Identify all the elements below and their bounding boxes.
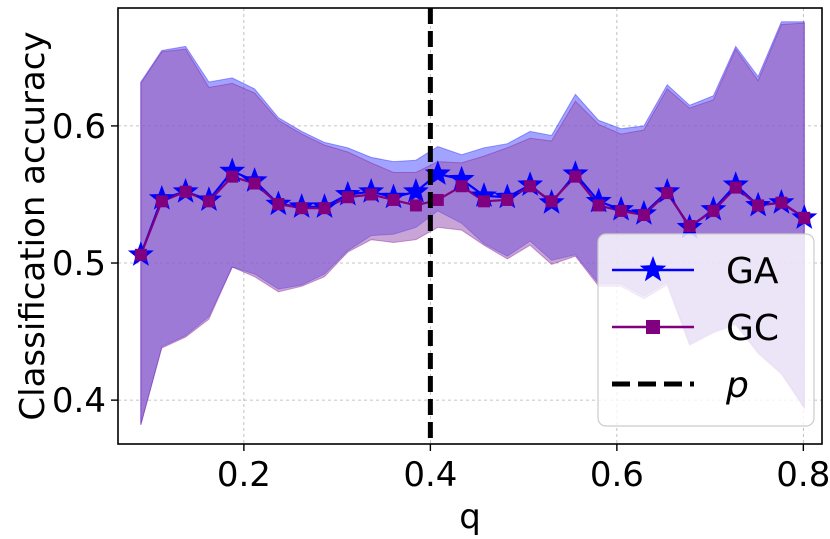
legend: GA GC p — [597, 233, 815, 427]
marker-gc-8 — [318, 202, 331, 215]
marker-gc-19 — [569, 170, 582, 183]
x-axis-label: q — [459, 497, 481, 537]
marker-gc-27 — [752, 199, 765, 212]
marker-gc-12 — [409, 199, 422, 212]
marker-gc-20 — [592, 199, 605, 212]
marker-gc-10 — [365, 188, 378, 201]
marker-gc-9 — [341, 191, 354, 204]
marker-gc-22 — [637, 209, 650, 222]
legend-label-gc: GC — [726, 308, 779, 349]
y-tick-label-0.5: 0.5 — [52, 244, 106, 284]
marker-gc-7 — [295, 202, 308, 215]
marker-gc-16 — [501, 193, 514, 206]
x-tick-label-0.8: 0.8 — [776, 455, 830, 495]
y-axis-label: Classification accuracy — [13, 31, 53, 420]
marker-gc-26 — [729, 181, 742, 194]
marker-gc-6 — [272, 198, 285, 211]
marker-gc-4 — [226, 170, 239, 183]
marker-gc-25 — [707, 204, 720, 217]
y-tick-label-0.6: 0.6 — [52, 107, 106, 147]
y-tick-label-0.4: 0.4 — [52, 381, 106, 421]
legend-box — [597, 233, 815, 427]
marker-gc-15 — [477, 195, 490, 208]
x-tick-label-0.2: 0.2 — [217, 455, 271, 495]
marker-gc-1 — [155, 195, 168, 208]
marker-gc-28 — [775, 196, 788, 209]
marker-gc-29 — [798, 211, 811, 224]
marker-gc-0 — [134, 248, 147, 261]
plot-frame — [117, 7, 823, 445]
marker-gc-14 — [455, 180, 468, 193]
marker-gc-17 — [524, 180, 537, 193]
legend-label-p: p — [725, 365, 749, 406]
x-tick-label-0.6: 0.6 — [590, 455, 644, 495]
marker-gc-21 — [615, 204, 628, 217]
marker-ga-12 — [402, 178, 429, 203]
marker-gc-18 — [545, 195, 558, 208]
x-tick-label-0.4: 0.4 — [403, 455, 457, 495]
marker-gc-11 — [387, 193, 400, 206]
legend-label-ga: GA — [726, 251, 779, 292]
series-markers — [127, 157, 818, 266]
legend-marker-gc — [646, 320, 660, 334]
marker-gc-13 — [431, 193, 444, 206]
marker-gc-5 — [248, 177, 261, 190]
ticks: 0.2 0.4 0.6 0.8 0.4 0.5 0.6 — [52, 107, 830, 495]
marker-gc-24 — [683, 220, 696, 232]
marker-gc-23 — [661, 187, 674, 200]
legend-marker-ga — [639, 256, 667, 282]
marker-gc-2 — [179, 185, 192, 198]
marker-gc-3 — [202, 195, 215, 208]
